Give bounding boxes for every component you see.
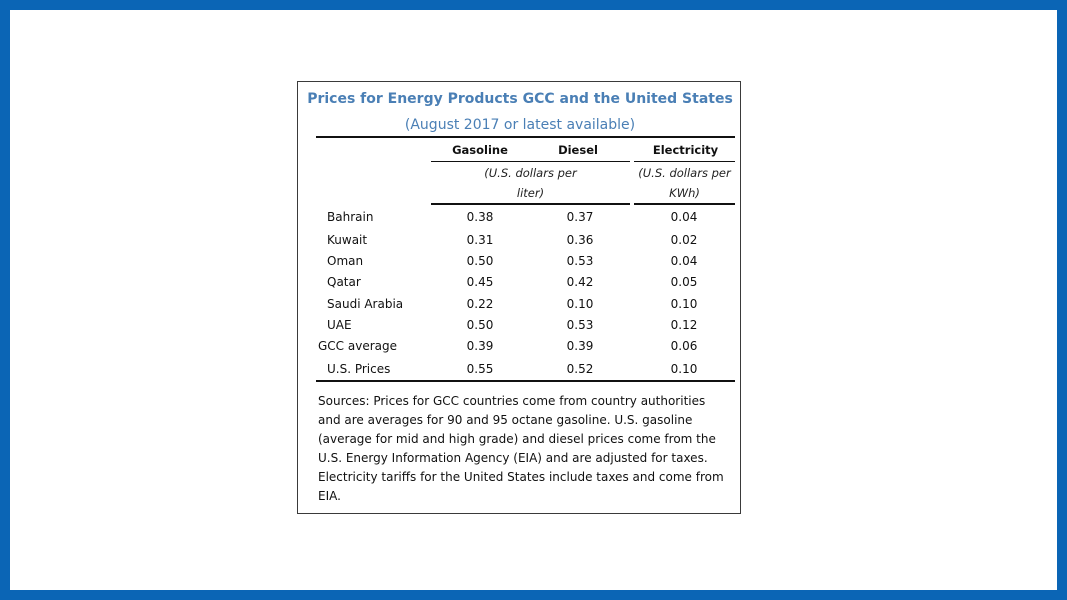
elec-unit-label: (U.S. dollars per KWh): [634, 163, 735, 203]
cell-gasoline: 0.45: [466, 275, 494, 289]
row-label: Qatar: [327, 275, 361, 289]
elec-unit-rule: [634, 203, 735, 205]
table-card: Prices for Energy Products GCC and the U…: [297, 81, 741, 514]
cell-diesel: 0.36: [566, 233, 594, 247]
col-header-gasoline: Gasoline: [452, 143, 508, 157]
elec-unit-line1: (U.S. dollars per: [638, 166, 731, 180]
col-header-diesel: Diesel: [558, 143, 598, 157]
cell-gasoline: 0.38: [466, 210, 494, 224]
bottom-rule: [316, 380, 735, 382]
cell-gasoline: 0.31: [466, 233, 494, 247]
cell-electricity: 0.10: [670, 362, 698, 376]
cell-diesel: 0.39: [566, 339, 594, 353]
cell-diesel: 0.42: [566, 275, 594, 289]
fuel-unit-line2: liter): [516, 186, 545, 200]
row-label: Bahrain: [327, 210, 374, 224]
cell-gasoline: 0.55: [466, 362, 494, 376]
cell-diesel: 0.53: [566, 254, 594, 268]
cell-diesel: 0.53: [566, 318, 594, 332]
sources-note: Sources: Prices for GCC countries come f…: [318, 394, 724, 503]
fuel-unit-rule: [431, 203, 630, 205]
fuel-unit-label: (U.S. dollars per liter): [431, 163, 630, 203]
table-title: Prices for Energy Products GCC and the U…: [307, 91, 733, 107]
cell-diesel: 0.37: [566, 210, 594, 224]
row-label: Oman: [327, 254, 364, 268]
cell-gasoline: 0.50: [466, 254, 494, 268]
fuel-unit-line1: (U.S. dollars per: [484, 166, 577, 180]
row-label: Kuwait: [327, 233, 368, 247]
table-subtitle: (August 2017 or latest available): [404, 117, 636, 133]
cell-gasoline: 0.50: [466, 318, 494, 332]
row-label: U.S. Prices: [327, 362, 391, 376]
top-rule: [316, 136, 735, 138]
fuel-header-rule: [431, 161, 630, 162]
cell-electricity: 0.02: [670, 233, 698, 247]
row-label: UAE: [327, 318, 352, 332]
cell-diesel: 0.10: [566, 297, 594, 311]
cell-electricity: 0.12: [670, 318, 698, 332]
cell-electricity: 0.06: [670, 339, 698, 353]
cell-electricity: 0.04: [670, 254, 698, 268]
row-label: GCC average: [318, 339, 397, 353]
cell-electricity: 0.04: [670, 210, 698, 224]
cell-gasoline: 0.22: [466, 297, 494, 311]
col-header-electricity: Electricity: [652, 143, 719, 157]
cell-diesel: 0.52: [566, 362, 594, 376]
row-label: Saudi Arabia: [327, 297, 404, 311]
elec-header-rule: [634, 161, 735, 162]
cell-electricity: 0.05: [670, 275, 698, 289]
elec-unit-line2: KWh): [669, 186, 700, 200]
cell-electricity: 0.10: [670, 297, 698, 311]
cell-gasoline: 0.39: [466, 339, 494, 353]
